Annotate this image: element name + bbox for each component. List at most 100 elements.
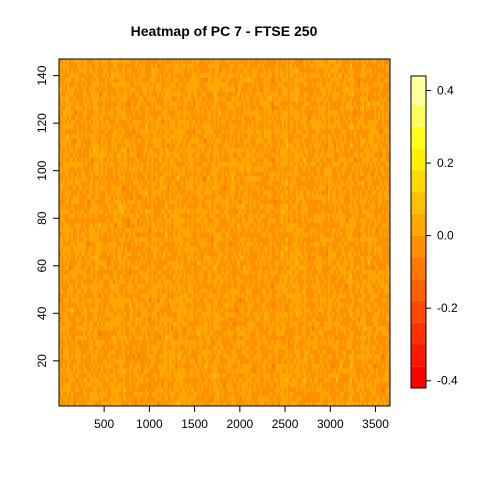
heatmap-cell [252,68,254,73]
heatmap-cell [246,148,248,153]
heatmap-cell [316,59,318,64]
heatmap-cell [280,176,282,181]
heatmap-cell [83,200,85,205]
heatmap-cell [211,129,213,134]
heatmap-cell [105,82,107,87]
heatmap-cell [336,106,338,111]
heatmap-cell [111,186,113,191]
heatmap-cell [332,101,334,106]
heatmap-cell [326,101,328,106]
heatmap-cell [360,181,362,186]
heatmap-cell [149,186,151,191]
heatmap-cell [336,82,338,87]
heatmap-cell [217,129,219,134]
heatmap-cell [113,73,115,78]
heatmap-cell [258,176,260,181]
heatmap-cell [207,106,209,111]
heatmap-cell [276,157,278,162]
heatmap-cell [232,195,234,200]
heatmap-cell [77,157,79,162]
heatmap-cell [107,101,109,106]
heatmap-cell [300,176,302,181]
heatmap-cell [338,82,340,87]
heatmap-cell [65,190,67,195]
heatmap-cell [372,181,374,186]
heatmap-cell [147,167,149,172]
heatmap-cell [111,162,113,167]
heatmap-cell [119,97,121,102]
heatmap-cell [352,68,354,73]
heatmap-cell [292,125,294,130]
heatmap-cell [342,129,344,134]
heatmap-cell [300,78,302,83]
heatmap-cell [125,120,127,125]
heatmap-cell [79,181,81,186]
heatmap-cell [155,186,157,191]
heatmap-cell [169,111,171,116]
heatmap-cell [127,59,129,64]
heatmap-cell [173,186,175,191]
heatmap-cell [362,111,364,116]
heatmap-cell [125,59,127,64]
heatmap-cell [242,87,244,92]
heatmap-cell [151,190,153,195]
heatmap-cell [302,97,304,102]
heatmap-cell [344,143,346,148]
heatmap-cell [382,153,384,158]
heatmap-cell [67,120,69,125]
heatmap-cell [252,87,254,92]
heatmap-cell [63,115,65,120]
heatmap-cell [234,87,236,92]
heatmap-cell [89,186,91,191]
heatmap-cell [65,68,67,73]
heatmap-cell [103,73,105,78]
heatmap-cell [366,106,368,111]
heatmap-cell [294,120,296,125]
heatmap-cell [141,162,143,167]
heatmap-cell [85,157,87,162]
heatmap-cell [197,134,199,139]
heatmap-cell [250,148,252,153]
heatmap-cell [376,148,378,153]
heatmap-cell [368,162,370,167]
heatmap-cell [187,111,189,116]
heatmap-cell [340,176,342,181]
heatmap-cell [360,129,362,134]
heatmap-cell [61,148,63,153]
heatmap-cell [256,134,258,139]
heatmap-cell [219,143,221,148]
heatmap-cell [197,181,199,186]
heatmap-cell [386,78,388,83]
heatmap-cell [171,68,173,73]
heatmap-cell [75,82,77,87]
heatmap-cell [376,101,378,106]
heatmap-cell [81,101,83,106]
heatmap-cell [191,78,193,83]
heatmap-cell [292,148,294,153]
heatmap-cell [378,129,380,134]
heatmap-cell [189,167,191,172]
heatmap-cell [219,186,221,191]
heatmap-cell [107,59,109,64]
heatmap-cell [292,73,294,78]
heatmap-cell [141,92,143,97]
heatmap-cell [121,129,123,134]
heatmap-cell [242,186,244,191]
heatmap-cell [226,64,228,69]
heatmap-cell [95,195,97,200]
heatmap-cell [226,143,228,148]
heatmap-cell [203,167,205,172]
heatmap-cell [109,59,111,64]
heatmap-cell [230,176,232,181]
heatmap-cell [131,64,133,69]
heatmap-cell [215,111,217,116]
heatmap-cell [151,78,153,83]
heatmap-cell [189,190,191,195]
heatmap-cell [133,101,135,106]
heatmap-cell [238,167,240,172]
heatmap-cell [93,73,95,78]
heatmap-cell [246,82,248,87]
heatmap-cell [384,153,386,158]
heatmap-cell [296,106,298,111]
heatmap-cell [189,68,191,73]
